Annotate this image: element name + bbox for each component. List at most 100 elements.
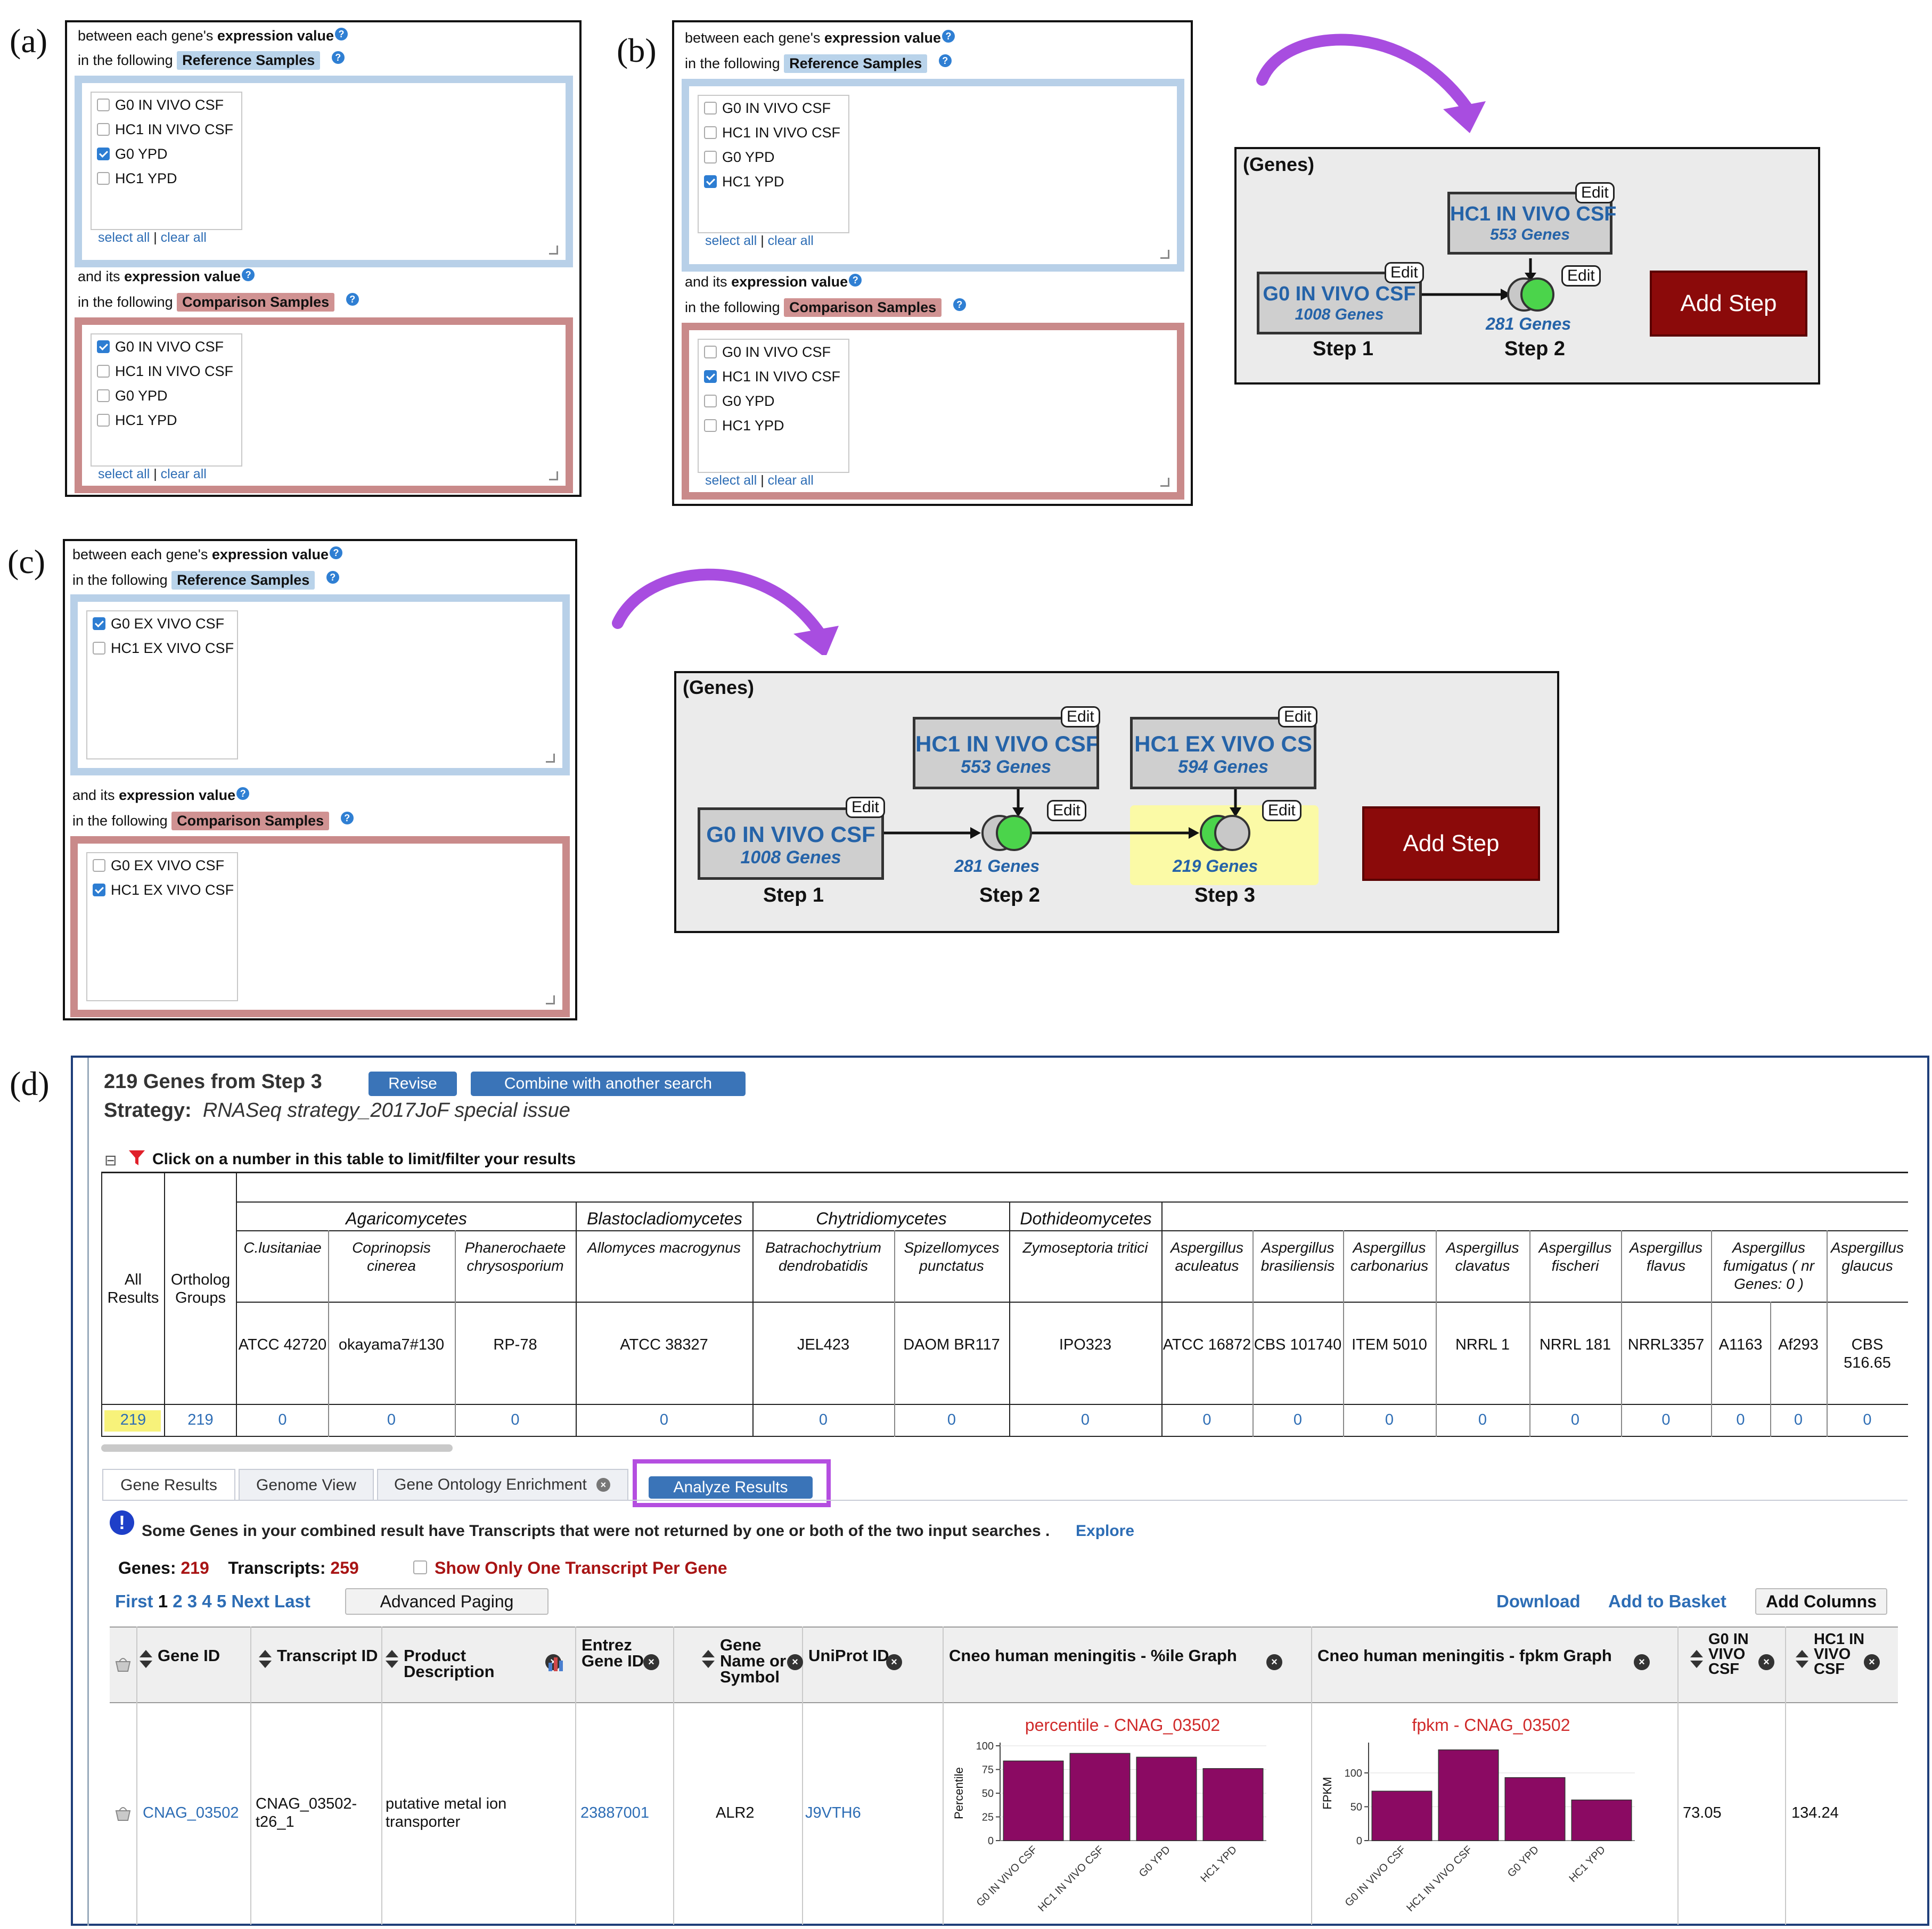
- sample-option[interactable]: G0 EX VIVO CSF: [87, 853, 237, 878]
- column-header[interactable]: G0 IN VIVO CSF: [1708, 1631, 1749, 1678]
- help-icon[interactable]: ?: [242, 268, 255, 281]
- remove-column-icon[interactable]: ×: [1634, 1654, 1650, 1670]
- remove-column-icon[interactable]: ×: [1758, 1654, 1774, 1670]
- remove-column-icon[interactable]: ×: [1266, 1654, 1282, 1670]
- clear-all-link[interactable]: clear all: [160, 467, 207, 481]
- sample-checkbox[interactable]: [97, 123, 110, 136]
- step3-input-box[interactable]: HC1 EX VIVO CS 594 Genes: [1130, 717, 1316, 789]
- resize-handle[interactable]: [546, 995, 555, 1004]
- explore-link[interactable]: Explore: [1076, 1522, 1135, 1540]
- page-link[interactable]: 2: [173, 1591, 183, 1611]
- show-one-transcript-label[interactable]: Show Only One Transcript Per Gene: [435, 1558, 727, 1577]
- sample-option[interactable]: G0 YPD: [92, 142, 241, 166]
- sample-option[interactable]: HC1 EX VIVO CSF: [87, 878, 237, 902]
- edit-step2-button[interactable]: Edit: [1561, 265, 1601, 287]
- page-link[interactable]: 5: [216, 1591, 227, 1611]
- first-page-link[interactable]: First: [115, 1591, 153, 1611]
- sample-option[interactable]: G0 EX VIVO CSF: [87, 611, 237, 636]
- step2-combined-count[interactable]: 281 Genes: [954, 856, 1040, 876]
- sample-checkbox[interactable]: [97, 172, 110, 185]
- sample-checkbox[interactable]: [93, 617, 105, 630]
- remove-column-icon[interactable]: ×: [787, 1654, 803, 1670]
- column-analysis-icon[interactable]: [546, 1653, 566, 1672]
- help-icon[interactable]: ?: [346, 293, 359, 306]
- sort-arrows-icon[interactable]: [702, 1650, 715, 1668]
- filter-count[interactable]: 0: [1293, 1411, 1303, 1428]
- column-header[interactable]: Gene Name or Symbol: [720, 1636, 787, 1686]
- step2-combined-count[interactable]: 281 Genes: [1486, 314, 1571, 333]
- venn-right-circle[interactable]: [1214, 815, 1250, 851]
- page-link[interactable]: 4: [202, 1591, 212, 1611]
- gene-id-link[interactable]: CNAG_03502: [143, 1804, 239, 1821]
- help-icon[interactable]: ?: [938, 54, 952, 67]
- sample-option[interactable]: HC1 YPD: [92, 408, 241, 432]
- edit-step2-button[interactable]: Edit: [1047, 800, 1086, 821]
- filter-collapse-toggle[interactable]: ⊟: [104, 1152, 117, 1168]
- combine-search-button[interactable]: Combine with another search: [471, 1072, 746, 1096]
- sample-option[interactable]: G0 YPD: [92, 383, 241, 408]
- sample-option[interactable]: G0 IN VIVO CSF: [699, 96, 848, 120]
- sort-arrows-icon[interactable]: [386, 1650, 398, 1668]
- help-icon[interactable]: ?: [326, 571, 339, 584]
- resize-handle[interactable]: [1160, 478, 1169, 487]
- filter-count[interactable]: 0: [818, 1411, 828, 1428]
- sort-arrows-icon[interactable]: [1796, 1650, 1808, 1668]
- resize-handle[interactable]: [1160, 250, 1169, 259]
- sample-checkbox[interactable]: [93, 859, 105, 872]
- resize-handle[interactable]: [549, 471, 558, 480]
- filter-count[interactable]: 0: [387, 1411, 396, 1428]
- filter-count[interactable]: 0: [1478, 1411, 1487, 1428]
- sample-checkbox[interactable]: [704, 126, 717, 139]
- sample-option[interactable]: HC1 IN VIVO CSF: [699, 120, 848, 145]
- sample-checkbox[interactable]: [97, 389, 110, 402]
- resize-handle[interactable]: [549, 246, 558, 255]
- select-all-link[interactable]: select all: [98, 467, 150, 481]
- step1-box[interactable]: G0 IN VIVO CSF 1008 Genes: [698, 807, 884, 880]
- remove-column-icon[interactable]: ×: [643, 1654, 659, 1670]
- ortholog-groups-count[interactable]: 219: [187, 1411, 214, 1428]
- all-results-count[interactable]: 219: [120, 1411, 146, 1428]
- tab-gene-ontology-enrichment[interactable]: Gene Ontology Enrichment ×: [377, 1469, 628, 1500]
- venn-right-circle[interactable]: [996, 815, 1032, 851]
- edit-step1-button[interactable]: Edit: [1385, 262, 1424, 283]
- help-icon[interactable]: ?: [849, 274, 862, 287]
- sample-checkbox[interactable]: [704, 102, 717, 115]
- column-header[interactable]: Product Description: [404, 1646, 495, 1681]
- entrez-gene-link[interactable]: 23887001: [580, 1804, 650, 1821]
- sample-option[interactable]: HC1 IN VIVO CSF: [699, 364, 848, 389]
- sample-option[interactable]: HC1 IN VIVO CSF: [92, 117, 241, 142]
- filter-count[interactable]: 0: [1570, 1411, 1580, 1428]
- help-icon[interactable]: ?: [329, 546, 342, 559]
- sample-checkbox[interactable]: [704, 346, 717, 358]
- add-step-button[interactable]: Add Step: [1362, 806, 1540, 881]
- filter-count[interactable]: 0: [1794, 1411, 1803, 1428]
- select-all-link[interactable]: select all: [705, 473, 757, 488]
- column-header[interactable]: UniProt ID: [808, 1646, 889, 1665]
- help-icon[interactable]: ?: [942, 30, 955, 43]
- help-icon[interactable]: ?: [331, 51, 345, 64]
- sample-checkbox[interactable]: [97, 365, 110, 378]
- edit-step3-input-button[interactable]: Edit: [1278, 706, 1317, 728]
- filter-count[interactable]: 0: [947, 1411, 956, 1428]
- add-to-basket-link[interactable]: Add to Basket: [1608, 1591, 1726, 1611]
- sample-checkbox[interactable]: [97, 340, 110, 353]
- next-page-link[interactable]: Next: [231, 1591, 269, 1611]
- sample-option[interactable]: G0 YPD: [699, 389, 848, 413]
- sample-option[interactable]: G0 IN VIVO CSF: [92, 334, 241, 359]
- column-header[interactable]: Entrez Gene ID: [582, 1636, 644, 1670]
- tab-genome-view[interactable]: Genome View: [239, 1469, 374, 1501]
- edit-step1-button[interactable]: Edit: [846, 797, 885, 818]
- filter-count[interactable]: 0: [278, 1411, 287, 1428]
- page-link[interactable]: 3: [187, 1591, 198, 1611]
- close-tab-icon[interactable]: ×: [596, 1478, 610, 1492]
- sample-checkbox[interactable]: [704, 175, 717, 188]
- sample-checkbox[interactable]: [97, 148, 110, 160]
- column-header[interactable]: HC1 IN VIVO CSF: [1814, 1631, 1865, 1678]
- filter-table-scrollbar[interactable]: [101, 1444, 453, 1452]
- show-one-transcript-checkbox[interactable]: [413, 1560, 427, 1574]
- resize-handle[interactable]: [546, 754, 555, 763]
- edit-step3-button[interactable]: Edit: [1262, 800, 1301, 821]
- column-header[interactable]: Cneo human meningitis - fpkm Graph: [1317, 1646, 1612, 1665]
- sample-checkbox[interactable]: [93, 884, 105, 896]
- clear-all-link[interactable]: clear all: [767, 473, 814, 488]
